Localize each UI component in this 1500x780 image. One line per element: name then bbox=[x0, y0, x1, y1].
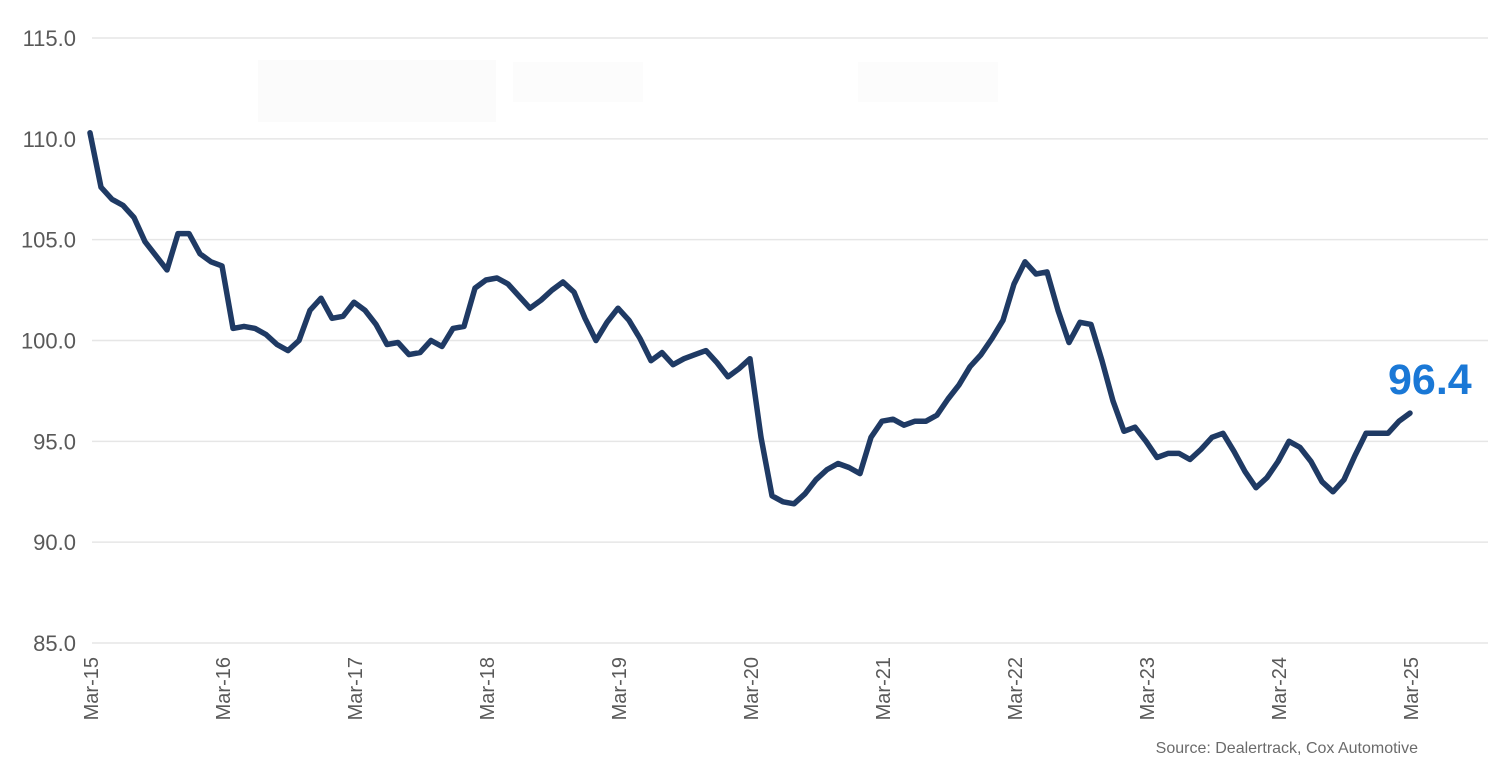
y-tick-label: 110.0 bbox=[23, 127, 76, 152]
credit-index-line bbox=[87, 130, 1413, 507]
y-tick-label: 85.0 bbox=[33, 631, 76, 656]
x-tick-label: Mar-24 bbox=[1269, 657, 1291, 720]
x-tick-label: Mar-17 bbox=[345, 657, 367, 720]
source-note: Source: Dealertrack, Cox Automotive bbox=[1155, 740, 1418, 757]
x-tick-label: Mar-16 bbox=[213, 657, 235, 720]
erased-title-remnant bbox=[258, 60, 998, 122]
gridlines bbox=[92, 37, 1488, 644]
y-tick-label: 115.0 bbox=[23, 26, 76, 51]
y-tick-label: 105.0 bbox=[21, 228, 76, 253]
x-tick-label: Mar-23 bbox=[1137, 657, 1159, 720]
x-tick-label: Mar-25 bbox=[1401, 657, 1423, 720]
latest-value-label: 96.4 bbox=[1388, 356, 1472, 404]
y-tick-label: 100.0 bbox=[21, 329, 76, 354]
x-tick-label: Mar-19 bbox=[609, 657, 631, 720]
y-axis-labels: 115.0 110.0 105.0 100.0 95.0 90.0 85.0 bbox=[21, 26, 76, 656]
y-tick-label: 90.0 bbox=[33, 530, 76, 555]
x-axis-labels: Mar-15 Mar-16 Mar-17 Mar-18 Mar-19 Mar-20 Mar-… bbox=[81, 657, 1423, 720]
x-tick-label: Mar-22 bbox=[1005, 657, 1027, 720]
y-tick-label: 95.0 bbox=[33, 429, 76, 454]
x-tick-label: Mar-20 bbox=[741, 657, 763, 720]
x-tick-label: Mar-18 bbox=[477, 657, 499, 720]
x-tick-label: Mar-21 bbox=[873, 657, 895, 720]
x-tick-label: Mar-15 bbox=[81, 657, 103, 720]
